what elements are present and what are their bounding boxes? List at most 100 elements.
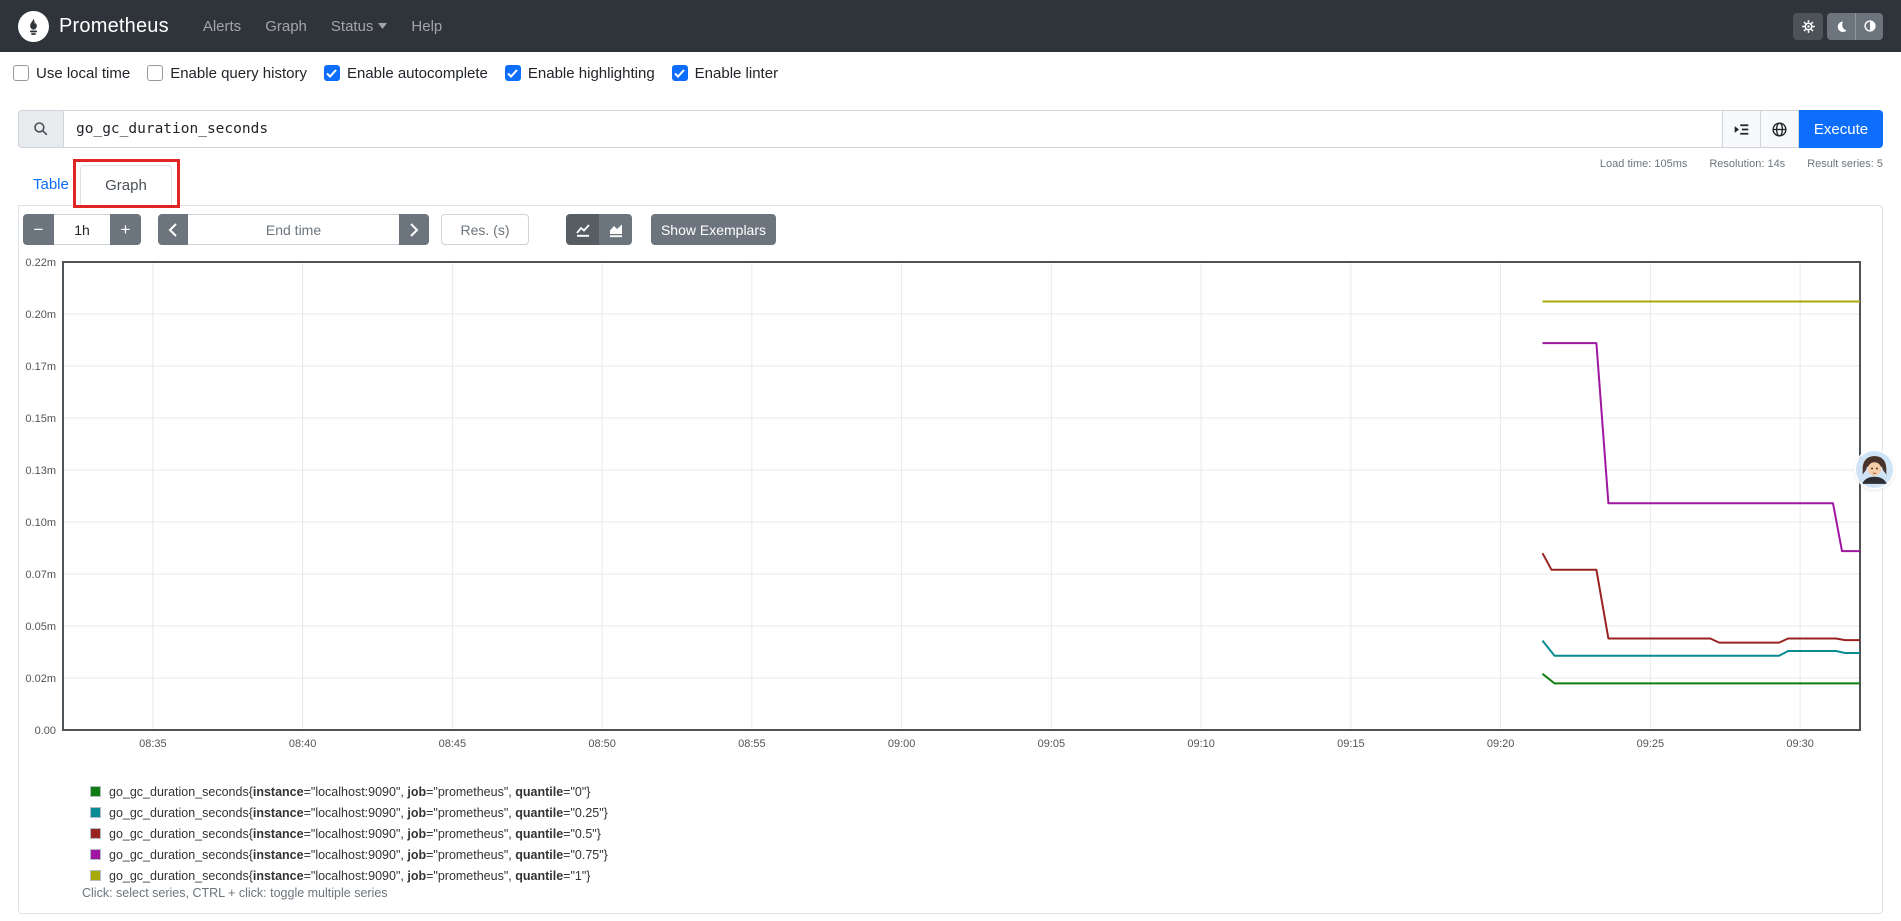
check-icon bbox=[674, 68, 685, 78]
navbar-right bbox=[1793, 12, 1883, 40]
y-tick-label: 0.15m bbox=[25, 413, 56, 425]
checkbox[interactable] bbox=[671, 65, 688, 81]
query-history-button[interactable] bbox=[1761, 110, 1799, 148]
nav-item-graph[interactable]: Graph bbox=[265, 17, 307, 35]
y-tick-label: 0.20m bbox=[25, 309, 56, 321]
resolution-input[interactable] bbox=[441, 214, 529, 245]
range-input[interactable] bbox=[54, 214, 110, 245]
option-label: Use local time bbox=[36, 64, 131, 82]
x-tick-label: 09:30 bbox=[1786, 738, 1814, 750]
nav-item-status[interactable]: Status bbox=[319, 10, 400, 43]
x-tick-label: 09:10 bbox=[1187, 738, 1215, 750]
checkbox[interactable] bbox=[13, 65, 29, 81]
legend-item[interactable]: go_gc_duration_seconds{instance="localho… bbox=[90, 844, 608, 865]
chevron-left-icon bbox=[168, 222, 177, 237]
series-label: go_gc_duration_seconds{instance="localho… bbox=[109, 868, 591, 883]
option-label: Enable linter bbox=[694, 64, 779, 82]
end-time-control-group bbox=[158, 214, 429, 245]
tab-graph[interactable]: Graph bbox=[80, 165, 172, 206]
nav-item-alerts[interactable]: Alerts bbox=[202, 17, 242, 35]
y-tick-label: 0.07m bbox=[25, 569, 56, 581]
legend-item[interactable]: go_gc_duration_seconds{instance="localho… bbox=[90, 823, 608, 844]
time-forward-button[interactable] bbox=[399, 214, 429, 245]
query-stats: Load time: 105ms Resolution: 14s Result … bbox=[1600, 158, 1883, 170]
option-label: Enable query history bbox=[170, 64, 307, 82]
x-tick-label: 09:00 bbox=[888, 738, 916, 750]
x-tick-label: 08:50 bbox=[588, 738, 616, 750]
resolution: Resolution: 14s bbox=[1709, 158, 1786, 170]
query-options-row: Use local time Enable query history Enab… bbox=[13, 52, 778, 94]
graph-panel: − + Show Exe bbox=[18, 205, 1883, 914]
series-label: go_gc_duration_seconds{instance="localho… bbox=[109, 826, 601, 841]
legend-hint: Click: select series, CTRL + click: togg… bbox=[82, 886, 388, 900]
line-chart-icon bbox=[575, 223, 590, 237]
series-color-swatch bbox=[90, 807, 101, 818]
legend-item[interactable]: go_gc_duration_seconds{instance="localho… bbox=[90, 781, 608, 802]
navbar: Prometheus Alerts Graph Status Help bbox=[0, 0, 1901, 52]
contrast-icon bbox=[1863, 20, 1876, 32]
theme-toggle-group bbox=[1827, 12, 1883, 40]
auto-theme-button[interactable] bbox=[1855, 12, 1883, 40]
line-chart-button[interactable] bbox=[566, 214, 599, 245]
time-back-button[interactable] bbox=[158, 214, 188, 245]
tab-table[interactable]: Table bbox=[33, 176, 69, 193]
y-tick-label: 0.13m bbox=[25, 465, 56, 477]
check-icon bbox=[507, 68, 519, 78]
x-tick-label: 08:40 bbox=[289, 738, 317, 750]
y-tick-label: 0.00 bbox=[35, 725, 56, 737]
query-input[interactable] bbox=[64, 110, 1723, 148]
option-label: Enable highlighting bbox=[527, 64, 655, 82]
option-enable-highlighting[interactable]: Enable highlighting bbox=[504, 64, 655, 82]
graph-chart[interactable]: 0.00 0.02m 0.05m 0.07m 0.10m 0.13m 0.15m 0.17m 0… bbox=[0, 255, 1901, 760]
y-tick-label: 0.17m bbox=[25, 361, 56, 373]
x-tick-label: 08:35 bbox=[139, 738, 167, 750]
legend-item[interactable]: go_gc_duration_seconds{instance="localho… bbox=[90, 865, 608, 886]
option-enable-linter[interactable]: Enable linter bbox=[671, 64, 779, 82]
series-color-swatch bbox=[90, 849, 101, 860]
settings-button[interactable] bbox=[1793, 12, 1823, 40]
duration-control-group: − + bbox=[23, 214, 141, 245]
option-use-local-time[interactable]: Use local time bbox=[13, 65, 130, 82]
y-tick-label: 0.05m bbox=[25, 621, 56, 633]
gear-icon bbox=[1801, 19, 1815, 33]
decrease-range-button[interactable]: − bbox=[23, 214, 54, 245]
option-enable-query-history[interactable]: Enable query history bbox=[147, 65, 307, 82]
x-tick-label: 09:20 bbox=[1487, 738, 1515, 750]
checkbox[interactable] bbox=[504, 65, 521, 81]
increase-range-button[interactable]: + bbox=[110, 214, 141, 245]
webcam-avatar[interactable] bbox=[1856, 451, 1893, 488]
option-enable-autocomplete[interactable]: Enable autocomplete bbox=[323, 64, 488, 82]
nav-links: Alerts Graph Status Help bbox=[191, 10, 454, 43]
legend: go_gc_duration_seconds{instance="localho… bbox=[90, 781, 608, 886]
metrics-explorer-button[interactable] bbox=[1723, 110, 1761, 148]
nav-item-status-label: Status bbox=[330, 17, 374, 35]
checkbox[interactable] bbox=[323, 65, 340, 81]
series-line-quantile-0.25 bbox=[1541, 639, 1860, 657]
checkbox[interactable] bbox=[147, 65, 164, 81]
chart-type-toggle bbox=[566, 214, 632, 245]
stacked-chart-button[interactable] bbox=[599, 214, 632, 245]
series-color-swatch bbox=[90, 870, 101, 881]
option-label: Enable autocomplete bbox=[346, 64, 488, 82]
end-time-input[interactable] bbox=[188, 214, 399, 245]
query-bar: Execute bbox=[18, 110, 1883, 148]
y-tick-label: 0.02m bbox=[25, 673, 56, 685]
y-tick-label: 0.10m bbox=[25, 517, 56, 529]
check-icon bbox=[326, 68, 338, 78]
brand[interactable]: Prometheus bbox=[18, 10, 169, 42]
dark-theme-button[interactable] bbox=[1827, 12, 1855, 40]
app-title: Prometheus bbox=[59, 14, 169, 37]
series-label: go_gc_duration_seconds{instance="localho… bbox=[109, 784, 591, 799]
avatar-face-icon bbox=[1856, 451, 1893, 488]
x-tick-label: 08:45 bbox=[439, 738, 467, 750]
globe-icon bbox=[1772, 121, 1787, 137]
search-icon bbox=[34, 122, 48, 136]
series-color-swatch bbox=[90, 786, 101, 797]
execute-button[interactable]: Execute bbox=[1799, 110, 1883, 148]
load-time: Load time: 105ms bbox=[1599, 158, 1688, 170]
nav-item-help[interactable]: Help bbox=[411, 17, 443, 35]
show-exemplars-button[interactable]: Show Exemplars bbox=[651, 214, 776, 245]
x-tick-label: 09:15 bbox=[1337, 738, 1365, 750]
legend-item[interactable]: go_gc_duration_seconds{instance="localho… bbox=[90, 802, 608, 823]
search-addon bbox=[18, 110, 64, 148]
